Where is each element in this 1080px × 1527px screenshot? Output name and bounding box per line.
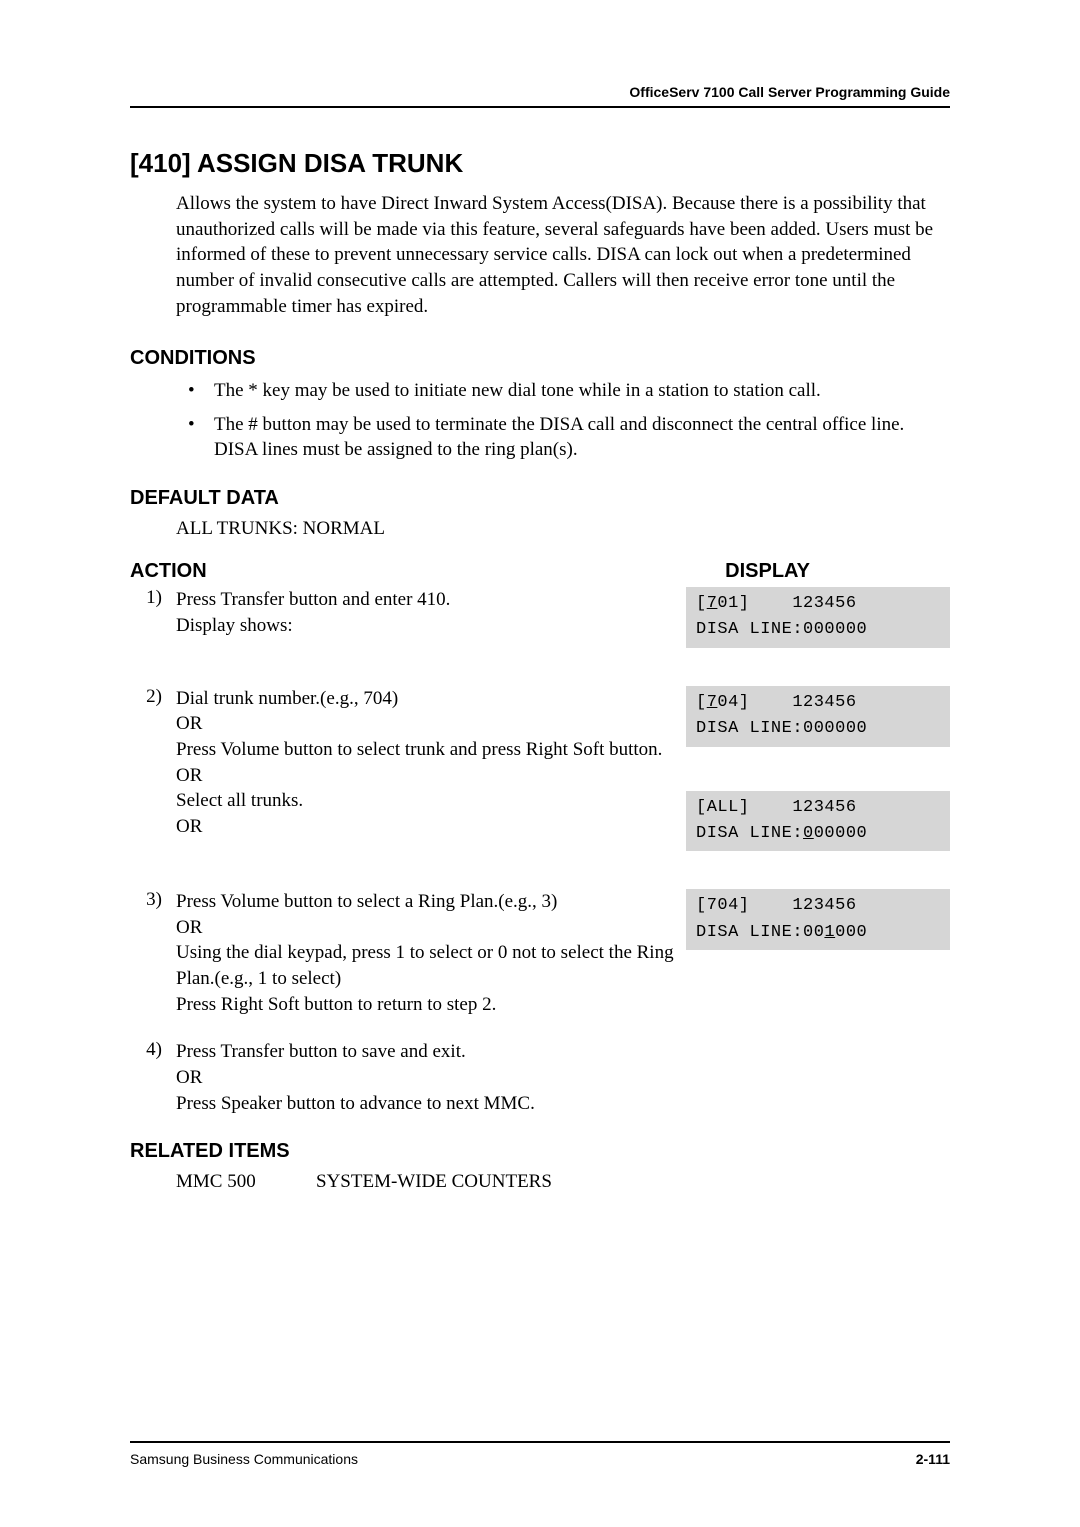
step-number: 4) [130, 1039, 176, 1061]
lcd-line1: [ALL] 123456 [696, 798, 857, 817]
step-line: Dial trunk number.(e.g., 704) [176, 686, 674, 712]
lcd-display: [704] 123456 DISA LINE:000000 [686, 686, 950, 747]
step-line: Select all trunks. [176, 788, 674, 814]
condition-item: The * key may be used to initiate new di… [180, 378, 950, 404]
related-mmc: MMC 500 [176, 1171, 316, 1193]
lcd-line2: DISA LINE:000000 [696, 824, 867, 843]
intro-paragraph: Allows the system to have Direct Inward … [176, 191, 950, 319]
default-data-heading: DEFAULT DATA [130, 487, 950, 510]
step-line: Press Right Soft button to return to ste… [176, 992, 674, 1018]
action-heading: ACTION [130, 560, 207, 583]
step-body: Press Transfer button and enter 410. Dis… [176, 587, 686, 638]
step-line: Using the dial keypad, press 1 to select… [176, 940, 674, 991]
step-line: Press Transfer button and enter 410. [176, 587, 674, 613]
step-line: Press Transfer button to save and exit. [176, 1039, 674, 1065]
step-number: 3) [130, 889, 176, 911]
step-row: 3) Press Volume button to select a Ring … [130, 889, 950, 1017]
step-line: OR [176, 763, 674, 789]
step-body: Press Transfer button to save and exit. … [176, 1039, 686, 1116]
display-column: [701] 123456 DISA LINE:000000 [686, 587, 950, 664]
spacer [686, 763, 950, 791]
conditions-list: The * key may be used to initiate new di… [180, 378, 950, 463]
conditions-heading: CONDITIONS [130, 347, 950, 370]
page: OfficeServ 7100 Call Server Programming … [0, 0, 1080, 1527]
related-items-heading: RELATED ITEMS [130, 1140, 950, 1163]
display-heading: DISPLAY [725, 560, 810, 583]
lcd-display: [704] 123456 DISA LINE:001000 [686, 889, 950, 950]
step-line: OR [176, 814, 674, 840]
lcd-display: [ALL] 123456 DISA LINE:000000 [686, 791, 950, 852]
running-header: OfficeServ 7100 Call Server Programming … [130, 84, 950, 108]
page-title: [410] ASSIGN DISA TRUNK [130, 148, 950, 179]
step-line: Press Speaker button to advance to next … [176, 1091, 674, 1117]
step-body: Press Volume button to select a Ring Pla… [176, 889, 686, 1017]
step-line: OR [176, 915, 674, 941]
display-column: [704] 123456 DISA LINE:000000 [ALL] 1234… [686, 686, 950, 867]
step-line: Press Volume button to select a Ring Pla… [176, 889, 674, 915]
footer-left: Samsung Business Communications [130, 1451, 358, 1467]
step-line: Display shows: [176, 613, 674, 639]
default-data-value: ALL TRUNKS: NORMAL [176, 518, 950, 540]
action-display-header: ACTION DISPLAY [130, 560, 950, 583]
page-footer: Samsung Business Communications 2-111 [130, 1441, 950, 1467]
step-line: OR [176, 711, 674, 737]
condition-item: The # button may be used to terminate th… [180, 412, 950, 463]
step-row: 2) Dial trunk number.(e.g., 704) OR Pres… [130, 686, 950, 867]
lcd-line1: [701] 123456 [696, 594, 857, 613]
lcd-line1: [704] 123456 [696, 896, 857, 915]
lcd-line2: DISA LINE:001000 [696, 923, 867, 942]
lcd-display: [701] 123456 DISA LINE:000000 [686, 587, 950, 648]
step-row: 4) Press Transfer button to save and exi… [130, 1039, 950, 1116]
lcd-line2: DISA LINE:000000 [696, 620, 867, 639]
step-number: 2) [130, 686, 176, 708]
footer-page-number: 2-111 [916, 1451, 950, 1467]
step-number: 1) [130, 587, 176, 609]
step-line: OR [176, 1065, 674, 1091]
lcd-line2: DISA LINE:000000 [696, 719, 867, 738]
step-row: 1) Press Transfer button and enter 410. … [130, 587, 950, 664]
display-column: [704] 123456 DISA LINE:001000 [686, 889, 950, 966]
lcd-line1: [704] 123456 [696, 693, 857, 712]
step-body: Dial trunk number.(e.g., 704) OR Press V… [176, 686, 686, 840]
related-desc: SYSTEM-WIDE COUNTERS [316, 1171, 552, 1193]
step-line: Press Volume button to select trunk and … [176, 737, 674, 763]
related-items: MMC 500 SYSTEM-WIDE COUNTERS [176, 1171, 950, 1193]
